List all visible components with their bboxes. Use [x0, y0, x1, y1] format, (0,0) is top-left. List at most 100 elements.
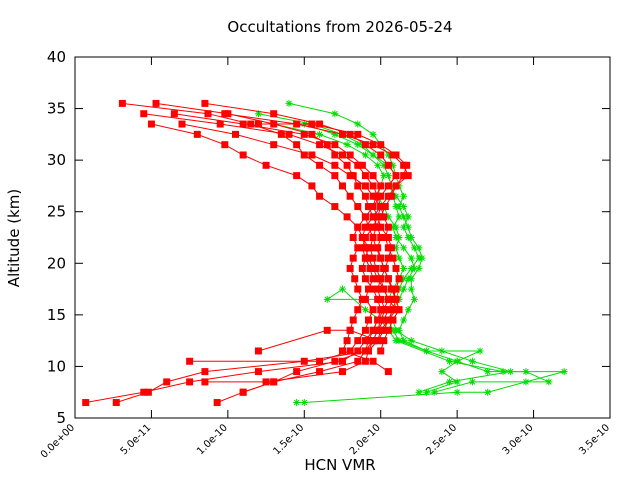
- green-star-marker: [430, 388, 438, 396]
- green-star-marker: [339, 285, 346, 293]
- green-star-marker: [392, 244, 400, 252]
- green-star-marker: [484, 368, 492, 376]
- red-square-marker: [377, 316, 385, 324]
- red-square-marker: [254, 120, 262, 128]
- red-square-marker: [349, 316, 357, 324]
- red-square-marker: [384, 254, 392, 262]
- green-star-marker: [453, 388, 461, 396]
- x-tick-label: 5.0e-11: [119, 422, 154, 457]
- red-square-marker: [354, 244, 362, 252]
- x-tick-label: 1.5e-10: [271, 422, 306, 457]
- red-square-marker: [392, 264, 400, 272]
- green-star-marker: [407, 254, 415, 262]
- green-star-marker: [300, 399, 308, 407]
- red-square-marker: [349, 234, 357, 241]
- red-square-marker: [293, 172, 301, 180]
- green-star-marker: [404, 306, 412, 314]
- red-square-marker: [369, 234, 377, 241]
- green-star-marker: [404, 213, 412, 221]
- red-square-marker: [201, 378, 209, 386]
- red-square-marker: [354, 306, 362, 314]
- red-square-marker: [343, 161, 351, 169]
- red-square-marker: [361, 182, 369, 190]
- red-square-marker: [377, 234, 385, 241]
- red-square-marker: [389, 316, 397, 324]
- red-square-marker: [239, 151, 247, 159]
- red-square-marker: [389, 285, 397, 293]
- red-square-marker: [387, 192, 395, 200]
- red-square-marker: [403, 161, 411, 169]
- green-star-marker: [254, 110, 262, 118]
- red-square-marker: [316, 368, 324, 376]
- red-square-marker: [331, 141, 339, 149]
- green-star-marker: [446, 357, 453, 365]
- green-star-marker: [404, 223, 412, 231]
- green-star-marker: [380, 172, 388, 180]
- green-star-marker: [410, 295, 418, 303]
- green-star-marker: [395, 234, 403, 241]
- red-square-marker: [358, 234, 366, 241]
- x-tick-label: 1.0e-10: [195, 422, 230, 457]
- green-star-marker: [507, 368, 515, 376]
- red-square-marker: [377, 306, 385, 314]
- red-square-marker: [239, 388, 247, 396]
- red-square-marker: [270, 378, 278, 386]
- green-star-marker: [331, 130, 339, 138]
- red-square-marker: [404, 172, 412, 180]
- green-star-marker: [400, 285, 408, 293]
- red-square-marker: [331, 203, 339, 211]
- green-star-marker: [384, 151, 392, 159]
- red-square-marker: [361, 141, 369, 149]
- green-star-marker: [392, 203, 400, 211]
- red-square-marker: [364, 347, 372, 355]
- red-square-marker: [346, 192, 354, 200]
- y-tick-label: 15: [47, 306, 66, 324]
- red-square-marker: [361, 172, 369, 180]
- green-star-marker: [476, 347, 484, 355]
- red-square-marker: [346, 151, 354, 159]
- green-star-marker: [400, 213, 408, 221]
- red-square-marker: [384, 275, 392, 283]
- green-star-marker: [331, 110, 339, 118]
- red-square-marker: [270, 141, 278, 149]
- red-square-marker: [354, 161, 362, 169]
- red-square-marker: [343, 337, 351, 345]
- red-square-marker: [308, 130, 316, 138]
- red-square-marker: [254, 368, 262, 376]
- red-square-marker: [308, 182, 316, 190]
- red-square-marker: [395, 275, 403, 283]
- red-square-marker: [147, 120, 155, 128]
- red-square-marker: [349, 254, 357, 262]
- red-square-marker: [144, 388, 152, 396]
- y-tick-label: 40: [47, 48, 66, 66]
- red-square-marker: [316, 192, 324, 200]
- red-square-marker: [239, 120, 247, 128]
- red-square-marker: [277, 130, 285, 138]
- y-tick-label: 10: [47, 357, 66, 375]
- red-square-marker: [300, 151, 308, 159]
- red-square-marker: [339, 130, 346, 138]
- red-square-marker: [369, 192, 377, 200]
- green-star-marker: [400, 275, 408, 283]
- red-square-marker: [339, 347, 346, 355]
- red-square-marker: [377, 254, 385, 262]
- red-square-marker: [339, 182, 346, 190]
- green-star-marker: [374, 161, 382, 169]
- red-square-marker: [400, 172, 408, 180]
- green-star-marker: [316, 130, 324, 138]
- red-square-marker: [369, 275, 377, 283]
- green-star-marker: [453, 357, 461, 365]
- red-square-marker: [369, 306, 377, 314]
- red-square-marker: [369, 285, 377, 293]
- axis-ticks: 5 10 15 20 25 30 35 40 0.0e+00 5.0e-11 1.0e-10 1.5e…: [39, 48, 612, 461]
- red-square-marker: [384, 223, 392, 231]
- red-square-marker: [270, 110, 278, 118]
- red-square-marker: [392, 172, 400, 180]
- red-square-marker: [369, 254, 377, 262]
- green-star-marker: [400, 264, 408, 272]
- green-star-marker: [389, 161, 397, 169]
- red-square-marker: [262, 378, 270, 386]
- x-tick-label: 0.0e+00: [39, 422, 77, 460]
- green-star-marker: [415, 264, 423, 272]
